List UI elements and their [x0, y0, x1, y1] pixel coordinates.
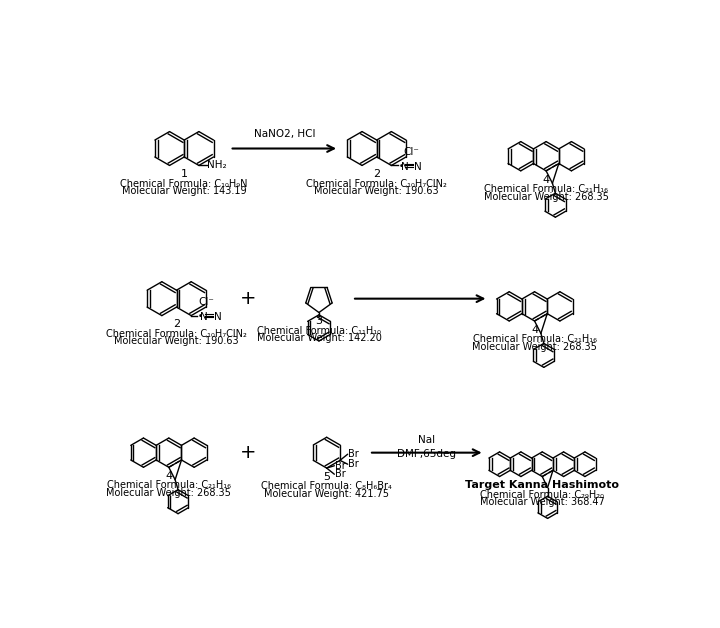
Text: Br: Br	[335, 469, 346, 479]
Text: 5: 5	[323, 472, 330, 482]
Text: Molecular Weight: 268.35: Molecular Weight: 268.35	[484, 192, 608, 202]
Text: Molecular Weight: 143.19: Molecular Weight: 143.19	[122, 187, 246, 196]
Text: Chemical Formula: C₂₉H₂₀: Chemical Formula: C₂₉H₂₀	[480, 490, 604, 500]
Text: Chemical Formula: C₂₁H₁₆: Chemical Formula: C₂₁H₁₆	[472, 334, 597, 344]
Text: Chemical Formula: C₁₀H₇ClN₂: Chemical Formula: C₁₀H₇ClN₂	[106, 328, 247, 338]
Text: Target Kanna Hashimoto: Target Kanna Hashimoto	[465, 480, 619, 490]
Text: 4: 4	[543, 175, 549, 185]
Text: N: N	[214, 312, 221, 322]
Text: Chemical Formula: C₂₁H₁₆: Chemical Formula: C₂₁H₁₆	[484, 184, 608, 194]
Text: N: N	[200, 312, 208, 322]
Text: 3: 3	[315, 317, 323, 327]
Text: N: N	[414, 162, 421, 172]
Text: +: +	[240, 443, 256, 462]
Text: +: +	[240, 289, 256, 308]
Text: Chemical Formula: C₁₀H₇ClN₂: Chemical Formula: C₁₀H₇ClN₂	[306, 178, 447, 188]
Text: Cl⁻: Cl⁻	[199, 297, 215, 306]
Text: NaNO2, HCl: NaNO2, HCl	[253, 129, 315, 139]
Text: Molecular Weight: 268.35: Molecular Weight: 268.35	[107, 488, 231, 498]
Text: Cl⁻: Cl⁻	[403, 146, 419, 156]
Text: Molecular Weight: 268.35: Molecular Weight: 268.35	[472, 342, 597, 352]
Text: Chemical Formula: C₂₁H₁₆: Chemical Formula: C₂₁H₁₆	[107, 480, 231, 490]
Text: 1: 1	[181, 170, 188, 180]
Text: DMF,65deg: DMF,65deg	[397, 449, 456, 459]
Text: Molecular Weight: 421.75: Molecular Weight: 421.75	[264, 489, 389, 499]
Text: NH₂: NH₂	[207, 160, 227, 170]
Text: Br: Br	[335, 461, 346, 471]
Text: Chemical Formula: C₁₀H₉N: Chemical Formula: C₁₀H₉N	[120, 178, 248, 188]
Text: •: •	[198, 312, 203, 321]
Text: 4: 4	[531, 325, 538, 335]
Text: •: •	[398, 162, 403, 171]
Text: 4: 4	[165, 471, 172, 481]
Text: N: N	[400, 162, 408, 172]
Text: 2: 2	[173, 320, 180, 330]
Text: 2: 2	[373, 170, 380, 180]
Text: NaI: NaI	[418, 435, 436, 445]
Text: Chemical Formula: C₁₁H₁₀: Chemical Formula: C₁₁H₁₀	[257, 325, 381, 335]
Text: Chemical Formula: C₈H₆Br₄: Chemical Formula: C₈H₆Br₄	[261, 481, 392, 491]
Text: Molecular Weight: 368.47: Molecular Weight: 368.47	[480, 497, 605, 507]
Text: Br: Br	[348, 449, 359, 459]
Text: Molecular Weight: 190.63: Molecular Weight: 190.63	[114, 337, 239, 347]
Text: Molecular Weight: 190.63: Molecular Weight: 190.63	[315, 187, 439, 196]
Text: Br: Br	[348, 459, 359, 469]
Text: Molecular Weight: 142.20: Molecular Weight: 142.20	[256, 333, 382, 344]
